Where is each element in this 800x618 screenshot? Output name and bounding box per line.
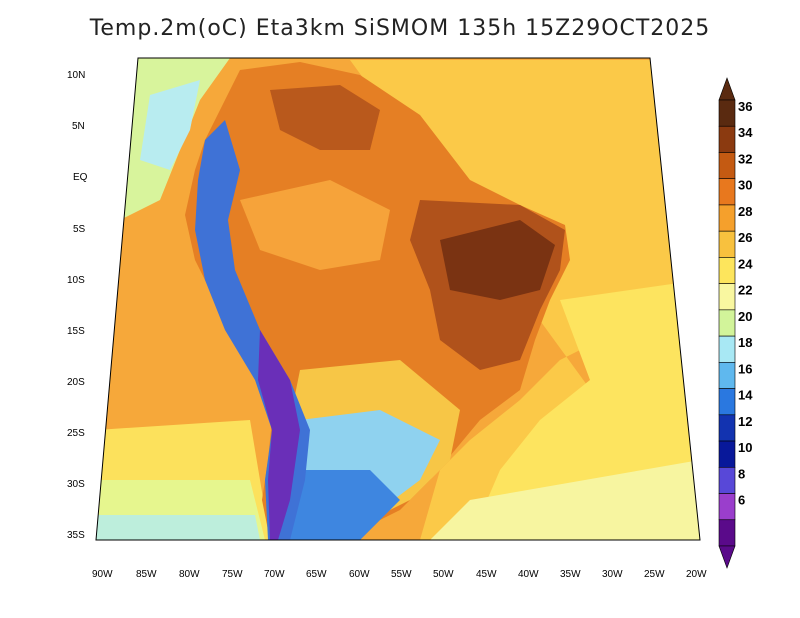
land-hot-north: [270, 85, 380, 150]
colorbar-label: 14: [738, 388, 753, 403]
lat-axis: 10N 5N EQ 5S 10S 15S 20S 25S 30S 35S: [67, 70, 88, 541]
colorbar-label: 8: [738, 466, 745, 481]
lat-label-5N: 5N: [72, 121, 85, 132]
colorbar-label: 34: [738, 125, 753, 140]
colorbar-swatch: [718, 335, 736, 363]
map-title: Temp.2m(oC) Eta3km SiSMOM 135h 15Z29OCT2…: [89, 16, 711, 41]
lat-label-25S: 25S: [67, 428, 85, 439]
lat-label-30S: 30S: [67, 479, 85, 490]
land-amazon-mild: [240, 180, 390, 270]
colorbar-label: 26: [738, 230, 752, 245]
colorbar-swatch: [718, 178, 736, 206]
andes-coldest: [258, 330, 300, 540]
lon-label-35W: 35W: [560, 569, 581, 580]
colorbar-swatch: [718, 466, 736, 494]
colorbar-swatch: [718, 493, 736, 521]
lat-label-10N: 10N: [67, 70, 85, 81]
colorbar-label: 12: [738, 414, 752, 429]
lon-label-55W: 55W: [391, 569, 412, 580]
colorbar: 36 34 32 30 28 26 24 22 20 18 16 14 12 10 8 6: [718, 77, 753, 569]
lon-label-45W: 45W: [476, 569, 497, 580]
colorbar-label: 24: [738, 256, 753, 271]
colorbar-swatch: [718, 230, 736, 258]
lat-label-5S: 5S: [73, 224, 86, 235]
colorbar-swatch: [718, 125, 736, 153]
colorbar-label: 10: [738, 440, 752, 455]
lat-label-15S: 15S: [67, 326, 85, 337]
lat-label-10S: 10S: [67, 275, 85, 286]
map-frame: [95, 57, 701, 541]
colorbar-swatch: [718, 257, 736, 284]
lat-label-EQ: EQ: [73, 172, 88, 183]
colorbar-label: 6: [738, 493, 745, 508]
colorbar-label: 18: [738, 335, 752, 350]
colorbar-swatch: [718, 309, 736, 337]
lon-axis: 90W 85W 80W 75W 70W 65W 60W 55W 50W 45W …: [92, 569, 707, 580]
lon-label-40W: 40W: [518, 569, 539, 580]
colorbar-swatch: [718, 519, 736, 547]
lon-label-75W: 75W: [222, 569, 243, 580]
lon-label-50W: 50W: [433, 569, 454, 580]
colorbar-swatch: [718, 283, 736, 311]
lon-label-30W: 30W: [602, 569, 623, 580]
lon-label-85W: 85W: [136, 569, 157, 580]
colorbar-arrow-bottom: [718, 545, 736, 569]
map-domain: [96, 58, 700, 540]
lon-label-70W: 70W: [264, 569, 285, 580]
pacific-band-20s: [96, 515, 260, 540]
atlantic-band-22: [430, 460, 700, 540]
colorbar-swatch: [718, 388, 736, 416]
colorbar-label: 16: [738, 361, 752, 376]
colorbar-label: 32: [738, 151, 752, 166]
colorbar-swatch: [718, 362, 736, 389]
lon-label-80W: 80W: [179, 569, 200, 580]
colorbar-swatch: [718, 204, 736, 232]
lon-label-20W: 20W: [686, 569, 707, 580]
lon-label-60W: 60W: [349, 569, 370, 580]
lon-label-65W: 65W: [306, 569, 327, 580]
lat-label-20S: 20S: [67, 377, 85, 388]
colorbar-label: 28: [738, 204, 752, 219]
colorbar-label: 22: [738, 283, 752, 298]
colorbar-arrow-top: [718, 77, 736, 101]
colorbar-label: 30: [738, 178, 752, 193]
colorbar-label: 20: [738, 309, 752, 324]
pacific-band-20: [140, 80, 200, 170]
colorbar-swatch: [718, 99, 736, 127]
colorbar-swatch: [718, 152, 736, 180]
lat-label-35S: 35S: [67, 530, 85, 541]
land-pampas-cold: [285, 470, 400, 540]
land-hottest: [440, 220, 555, 300]
lon-label-25W: 25W: [644, 569, 665, 580]
lon-label-90W: 90W: [92, 569, 113, 580]
colorbar-swatch: [718, 414, 736, 442]
colorbar-swatch: [718, 440, 736, 468]
colorbar-label: 36: [738, 99, 752, 114]
